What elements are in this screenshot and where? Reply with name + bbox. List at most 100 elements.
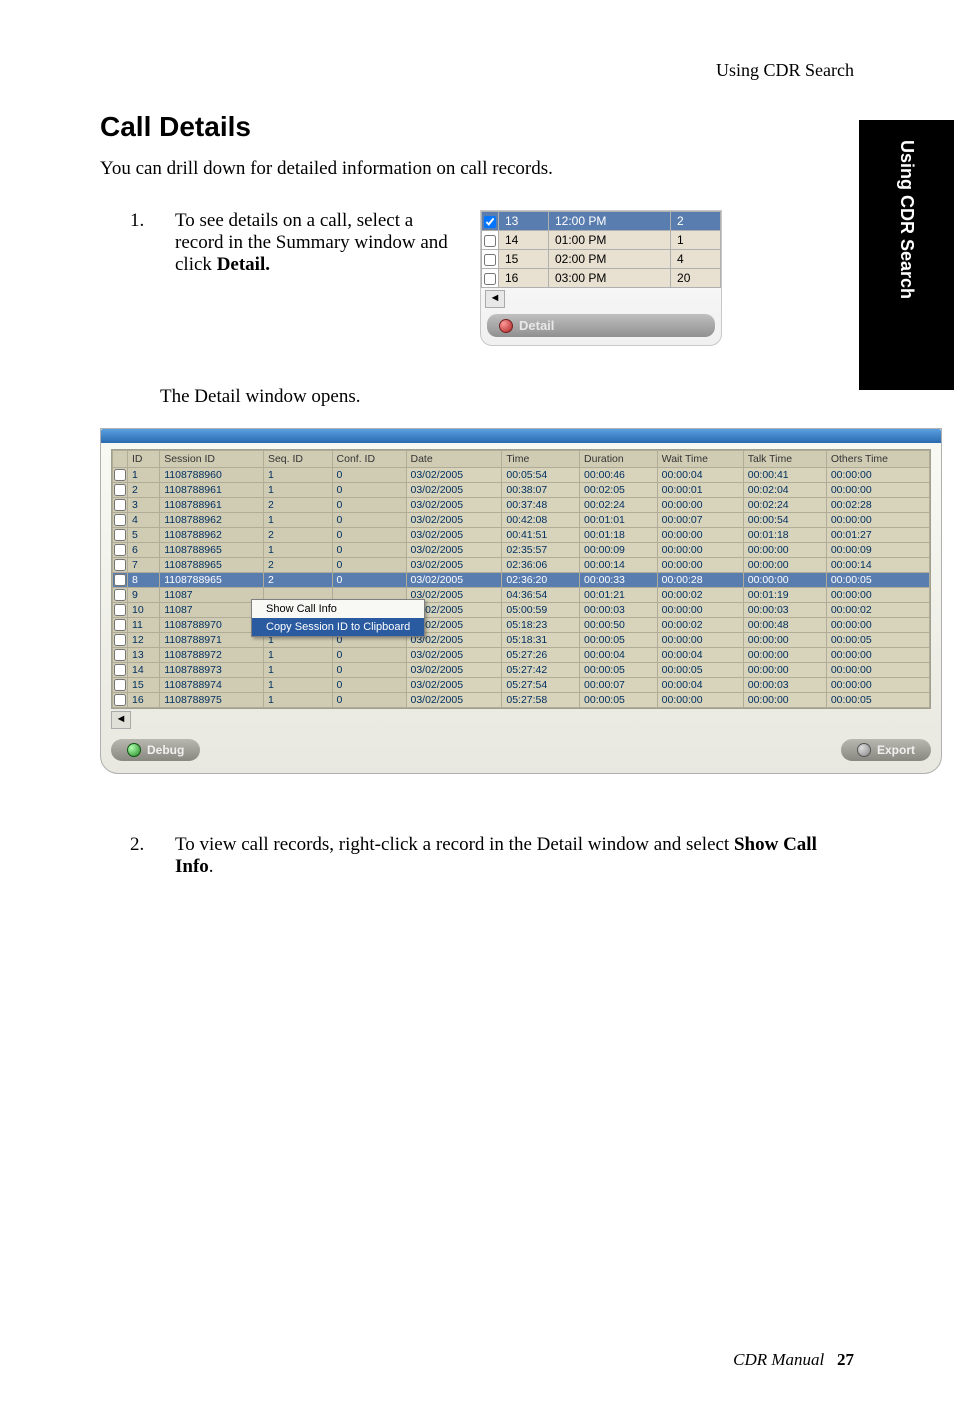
detail-row[interactable]: 111087889601003/02/200500:05:5400:00:460… (113, 468, 930, 483)
detail-cell: 00:00:14 (826, 558, 929, 573)
detail-cell: 00:00:00 (743, 543, 826, 558)
detail-row[interactable]: 1511087889741003/02/200505:27:5400:00:07… (113, 678, 930, 693)
detail-cell: 00:01:18 (580, 528, 658, 543)
detail-cell: 03/02/2005 (406, 573, 502, 588)
detail-row[interactable]: 91108703/02/200504:36:5400:01:2100:00:02… (113, 588, 930, 603)
detail-cell: 00:00:00 (826, 663, 929, 678)
detail-cell: 00:00:46 (580, 468, 658, 483)
row-checkbox[interactable] (113, 648, 128, 663)
row-checkbox[interactable] (482, 269, 499, 288)
detail-cell: 1108788975 (160, 693, 264, 708)
detail-row[interactable]: 101108703/02/200505:00:5900:00:0300:00:0… (113, 603, 930, 618)
summary-row[interactable]: 1502:00 PM4 (482, 250, 721, 269)
detail-cell: 00:00:09 (580, 543, 658, 558)
detail-cell: 1108788960 (160, 468, 264, 483)
detail-cell: 00:00:02 (657, 618, 743, 633)
row-checkbox[interactable] (113, 498, 128, 513)
row-checkbox[interactable] (113, 558, 128, 573)
export-button[interactable]: Export (841, 739, 931, 761)
summary-table: 1312:00 PM21401:00 PM11502:00 PM41603:00… (481, 211, 721, 288)
summary-row[interactable]: 1312:00 PM2 (482, 212, 721, 231)
detail-screenshot: IDSession IDSeq. IDConf. IDDateTimeDurat… (100, 428, 942, 774)
side-tab-label: Using CDR Search (896, 140, 917, 299)
detail-button[interactable]: Detail (487, 314, 715, 337)
debug-button[interactable]: Debug (111, 739, 200, 761)
row-checkbox[interactable] (113, 483, 128, 498)
row-checkbox[interactable] (113, 468, 128, 483)
detail-cell: 00:02:28 (826, 498, 929, 513)
detail-cell: 00:00:05 (580, 633, 658, 648)
detail-row[interactable]: 311087889612003/02/200500:37:4800:02:240… (113, 498, 930, 513)
detail-column-header[interactable]: Talk Time (743, 451, 826, 468)
detail-cell: 1108788965 (160, 573, 264, 588)
row-checkbox[interactable] (113, 693, 128, 708)
detail-row[interactable]: 811087889652003/02/200502:36:2000:00:330… (113, 573, 930, 588)
row-checkbox[interactable] (482, 212, 499, 231)
detail-cell: 00:02:04 (743, 483, 826, 498)
row-checkbox[interactable] (113, 513, 128, 528)
detail-cell: 1108788974 (160, 678, 264, 693)
row-checkbox[interactable] (113, 618, 128, 633)
detail-cell: 2 (263, 558, 332, 573)
scrollbar-left-icon[interactable]: ◄ (485, 290, 505, 308)
detail-row[interactable]: 1611087889751003/02/200505:27:5800:00:05… (113, 693, 930, 708)
detail-row[interactable]: 711087889652003/02/200502:36:0600:00:140… (113, 558, 930, 573)
detail-cell: 1 (263, 483, 332, 498)
summary-cell: 4 (671, 250, 721, 269)
row-checkbox[interactable] (113, 528, 128, 543)
detail-cell: 05:27:54 (502, 678, 580, 693)
detail-row[interactable]: 1111087889701003/02/200505:18:2300:00:50… (113, 618, 930, 633)
detail-column-header[interactable]: ID (128, 451, 160, 468)
row-checkbox[interactable] (482, 231, 499, 250)
detail-row[interactable]: 1411087889731003/02/200505:27:4200:00:05… (113, 663, 930, 678)
detail-cell: 00:00:00 (826, 618, 929, 633)
detail-cell: 03/02/2005 (406, 468, 502, 483)
detail-cell: 00:02:24 (743, 498, 826, 513)
detail-column-header[interactable]: Date (406, 451, 502, 468)
row-checkbox[interactable] (482, 250, 499, 269)
detail-cell: 05:18:31 (502, 633, 580, 648)
detail-row[interactable]: 1311087889721003/02/200505:27:2600:00:04… (113, 648, 930, 663)
detail-table: IDSession IDSeq. IDConf. IDDateTimeDurat… (112, 450, 930, 708)
detail-row[interactable]: 211087889611003/02/200500:38:0700:02:050… (113, 483, 930, 498)
row-checkbox[interactable] (113, 663, 128, 678)
summary-row[interactable]: 1603:00 PM20 (482, 269, 721, 288)
detail-row[interactable]: 511087889622003/02/200500:41:5100:01:180… (113, 528, 930, 543)
row-checkbox[interactable] (113, 633, 128, 648)
row-checkbox[interactable] (113, 543, 128, 558)
detail-cell: 00:00:00 (826, 648, 929, 663)
row-checkbox[interactable] (113, 588, 128, 603)
detail-column-header[interactable]: Wait Time (657, 451, 743, 468)
row-checkbox[interactable] (113, 678, 128, 693)
detail-cell: 00:00:00 (743, 573, 826, 588)
detail-cell: 00:00:04 (657, 678, 743, 693)
detail-column-header[interactable]: Duration (580, 451, 658, 468)
detail-cell: 03/02/2005 (406, 678, 502, 693)
scrollbar-left-icon[interactable]: ◄ (111, 711, 131, 729)
detail-cell: 00:00:04 (657, 468, 743, 483)
detail-row[interactable]: 611087889651003/02/200502:35:5700:00:090… (113, 543, 930, 558)
menu-show-call-info[interactable]: Show Call Info (252, 600, 424, 618)
detail-row[interactable]: 1211087889711003/02/200505:18:3100:00:05… (113, 633, 930, 648)
detail-column-header[interactable]: Session ID (160, 451, 264, 468)
detail-cell: 00:00:00 (826, 678, 929, 693)
menu-copy-session-id[interactable]: Copy Session ID to Clipboard (252, 618, 424, 636)
row-checkbox[interactable] (113, 603, 128, 618)
detail-cell: 00:00:41 (743, 468, 826, 483)
detail-column-header[interactable]: Seq. ID (263, 451, 332, 468)
step2-text-pre: To view call records, right-click a reco… (175, 834, 734, 855)
row-checkbox[interactable] (113, 573, 128, 588)
detail-row[interactable]: 411087889621003/02/200500:42:0800:01:010… (113, 513, 930, 528)
footer-book-title: CDR Manual (733, 1350, 824, 1369)
detail-column-header[interactable]: Conf. ID (332, 451, 406, 468)
detail-cell: 00:00:05 (826, 573, 929, 588)
detail-cell: 00:00:00 (743, 693, 826, 708)
detail-cell: 03/02/2005 (406, 663, 502, 678)
detail-cell: 8 (128, 573, 160, 588)
summary-row[interactable]: 1401:00 PM1 (482, 231, 721, 250)
detail-cell: 0 (332, 528, 406, 543)
detail-column-header[interactable]: Others Time (826, 451, 929, 468)
detail-cell: 14 (128, 663, 160, 678)
detail-column-header[interactable]: Time (502, 451, 580, 468)
detail-cell: 2 (263, 573, 332, 588)
